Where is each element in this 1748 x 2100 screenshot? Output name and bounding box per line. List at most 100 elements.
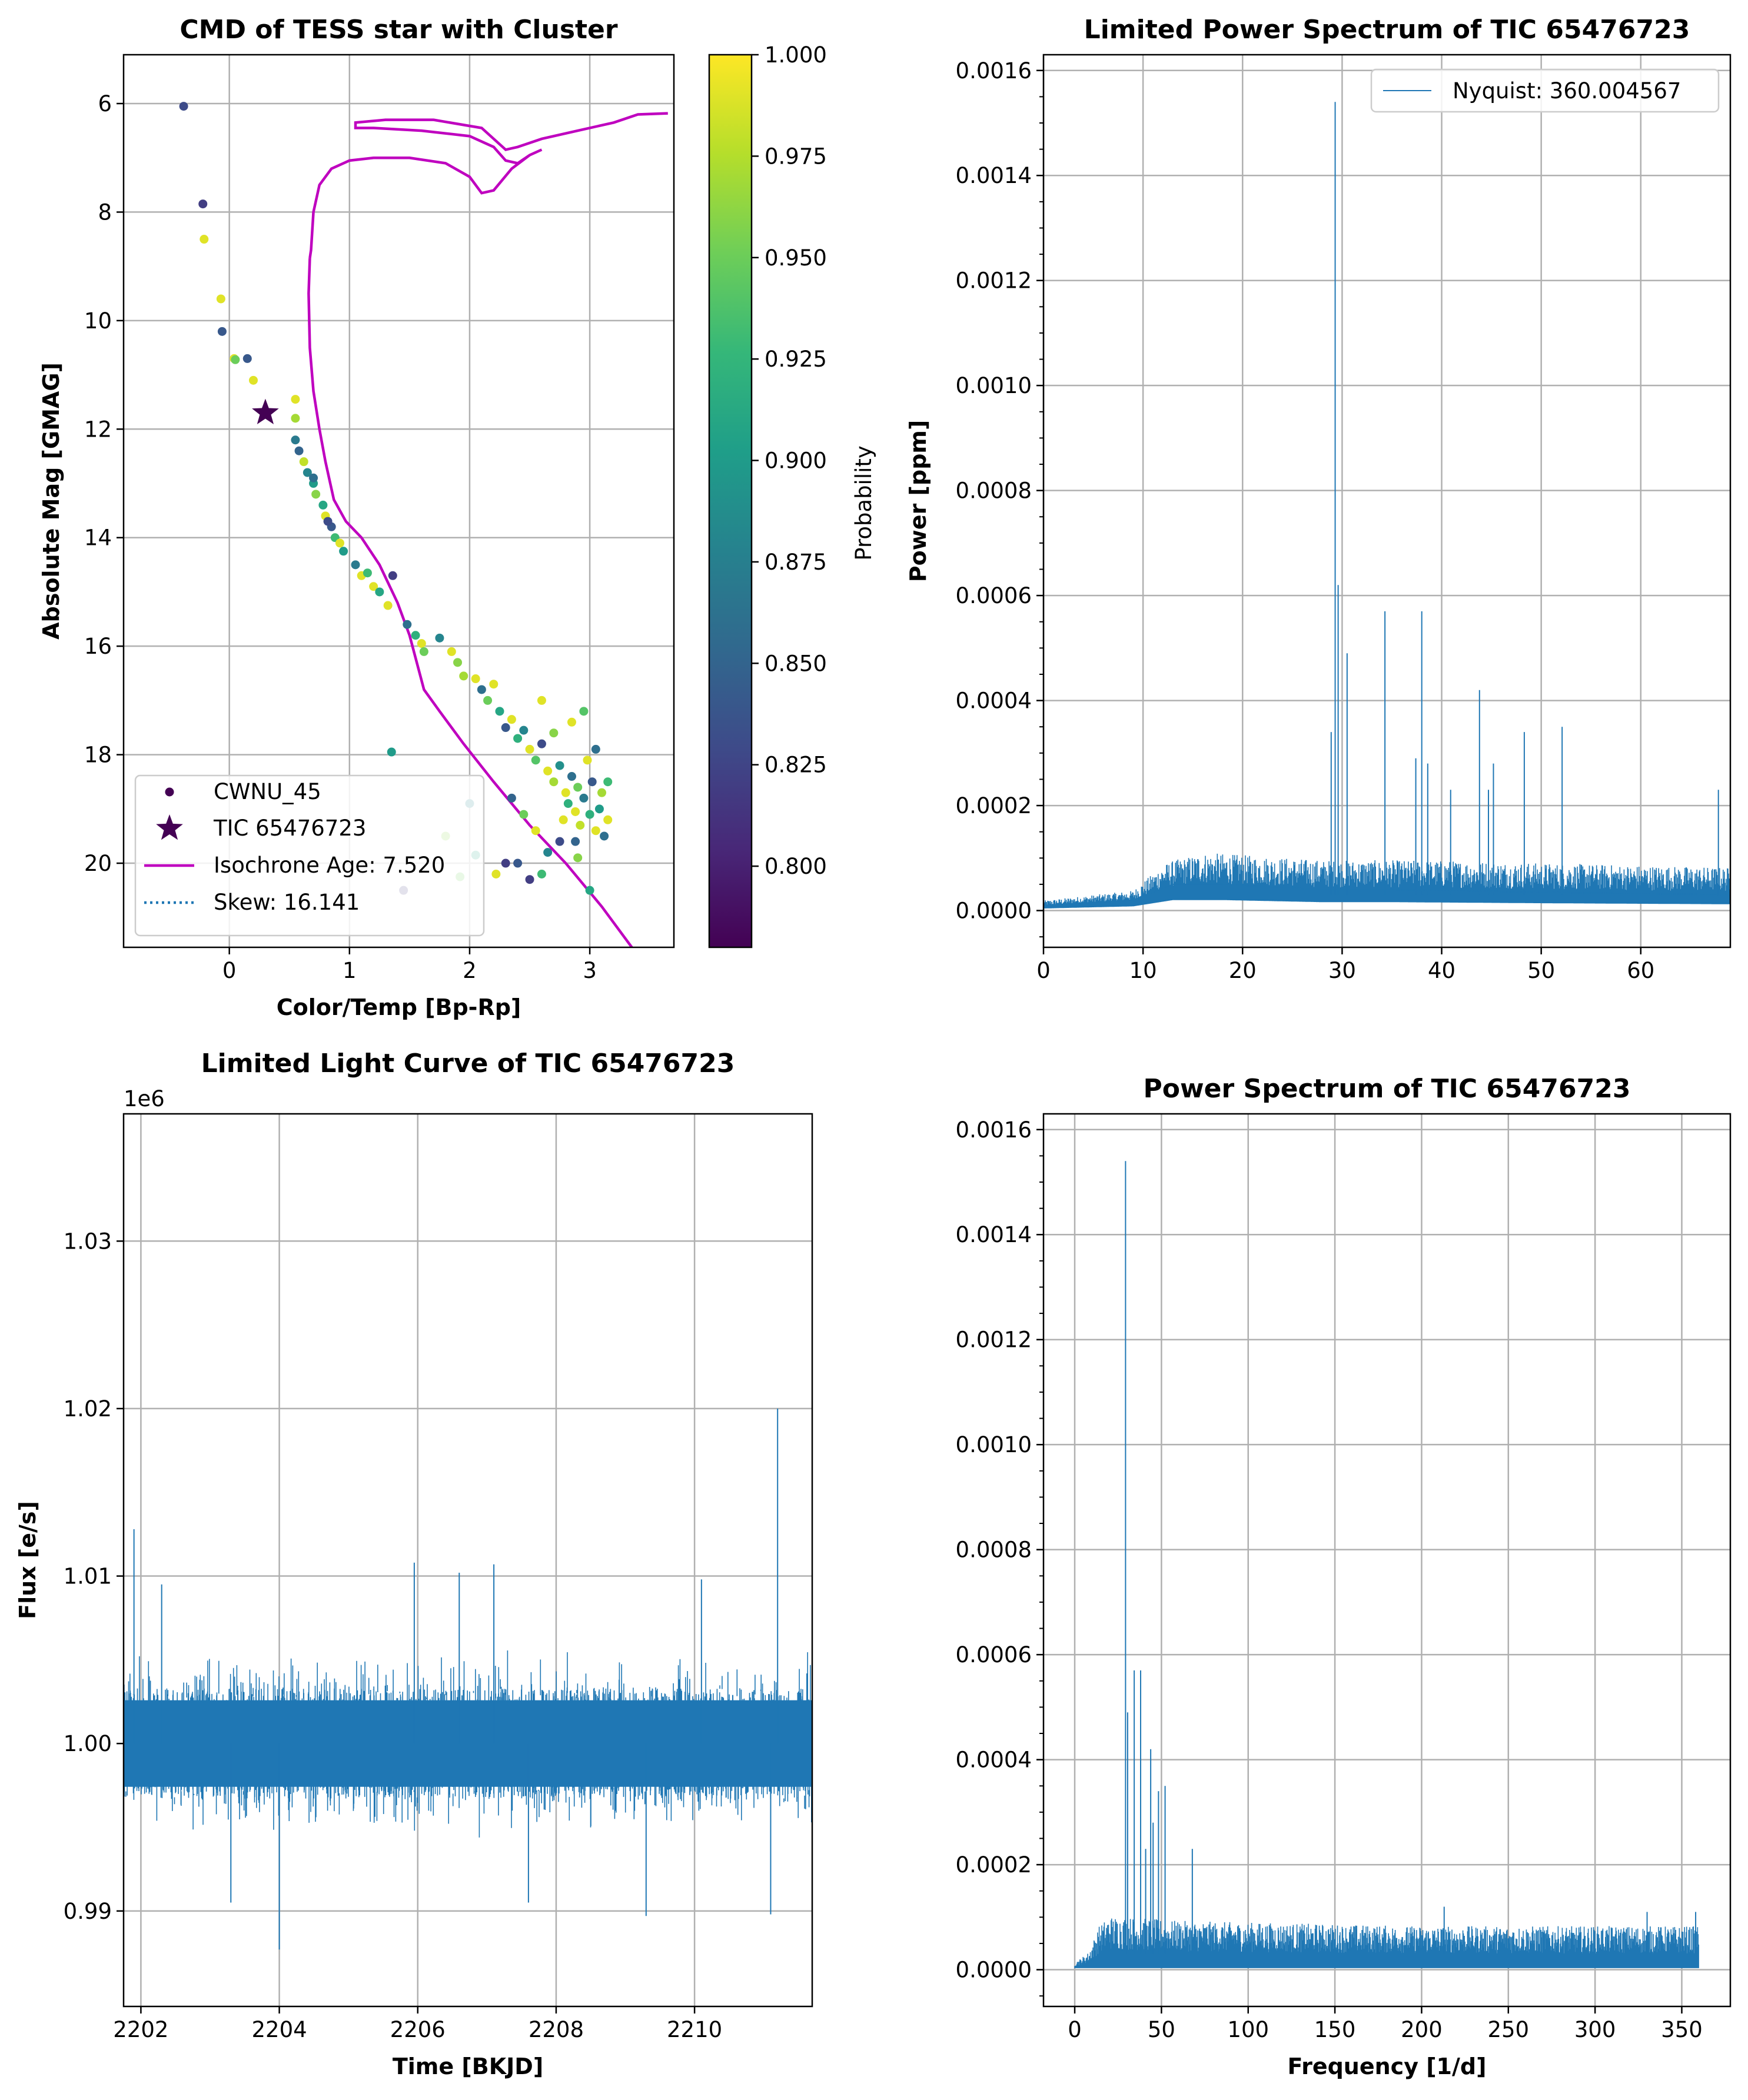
y-tick-label: 0.0010	[956, 373, 1032, 398]
legend-entry-label: Isochrone Age: 7.520	[214, 853, 445, 878]
x-tick-label: 150	[1314, 2017, 1356, 2042]
x-tick-label: 30	[1328, 958, 1356, 983]
cluster-member-point	[591, 744, 600, 754]
y-tick-label: 0.0014	[956, 1222, 1032, 1247]
isochrone-upper-line	[308, 112, 668, 259]
colorbar-tick-label: 0.850	[765, 651, 827, 676]
cluster-member-point	[519, 725, 529, 735]
y-tick-label: 20	[84, 851, 112, 876]
cluster-member-point	[335, 538, 344, 548]
colorbar-tick-label: 0.825	[765, 753, 827, 778]
x-tick-label: 350	[1661, 2017, 1703, 2042]
cluster-member-point	[459, 671, 468, 681]
x-tick-label: 0	[222, 958, 237, 983]
cluster-member-point	[543, 848, 553, 857]
legend-star-marker	[156, 814, 183, 840]
cluster-member-point	[537, 870, 546, 879]
cluster-member-point	[477, 685, 486, 694]
x-tick-label: 3	[583, 958, 597, 983]
cluster-member-point	[573, 783, 583, 792]
cluster-member-point	[525, 744, 534, 754]
full-spectrum-frame	[1042, 1113, 1732, 2008]
cluster-member-point	[591, 826, 600, 836]
full-spectrum-x-axis-label: Frequency [1/d]	[1288, 2054, 1487, 2079]
cluster-member-point	[453, 658, 463, 667]
cluster-member-point	[491, 870, 501, 879]
legend-entry-label: TIC 65476723	[213, 816, 366, 841]
cluster-member-point	[411, 631, 420, 640]
cluster-member-point	[559, 815, 568, 824]
lightcurve-offset-text: 1e6	[124, 1086, 165, 1111]
full-spectrum-noise-trace	[1074, 1918, 1699, 1968]
cluster-member-point	[495, 707, 504, 716]
cluster-member-point	[248, 375, 258, 385]
legend-entry-label: Nyquist: 360.004567	[1453, 78, 1681, 104]
cluster-member-point	[231, 355, 240, 364]
y-tick-label: 1.01	[64, 1564, 112, 1589]
x-tick-label: 2204	[251, 2017, 307, 2042]
y-tick-label: 0.0016	[956, 58, 1032, 84]
cluster-member-point	[179, 102, 188, 111]
cluster-member-point	[242, 354, 252, 363]
y-tick-label: 0.0008	[956, 1537, 1032, 1563]
cmd-legend: CWNU_45 TIC 65476723 Isochrone Age: 7.520 S…	[134, 774, 485, 937]
lightcurve-axes: 2202 2204 2206 2208 2210 0.99 1.00 1.01 1.02 1.03	[64, 1114, 812, 2042]
cluster-member-point	[419, 647, 428, 656]
cluster-member-point	[291, 414, 300, 423]
x-tick-label: 10	[1129, 958, 1157, 983]
y-tick-label: 0.0006	[956, 1642, 1032, 1668]
x-tick-label: 20	[1229, 958, 1257, 983]
cmd-title: CMD of TESS star with Cluster	[180, 15, 617, 45]
limited-spectrum-y-axis-label: Power [ppm]	[905, 420, 931, 583]
target-star-marker	[252, 398, 279, 425]
x-tick-label: 0	[1036, 958, 1051, 983]
cluster-member-point	[563, 799, 573, 808]
cluster-member-point	[549, 777, 559, 787]
colorbar-tick-label: 0.975	[765, 144, 827, 169]
y-tick-label: 12	[84, 417, 112, 442]
y-tick-label: 0.0008	[956, 478, 1032, 504]
legend-entry-label: CWNU_45	[214, 779, 321, 804]
cluster-member-point	[417, 639, 426, 648]
cluster-member-point	[447, 647, 456, 656]
cluster-member-point	[294, 446, 304, 455]
x-tick-label: 0	[1068, 2017, 1082, 2042]
cluster-member-point	[501, 858, 510, 868]
y-tick-label: 1.00	[64, 1731, 112, 1756]
cmd-y-axis-label: Absolute Mag [GMAG]	[38, 362, 64, 640]
cluster-member-point	[375, 587, 384, 597]
y-tick-label: 10	[84, 308, 112, 334]
x-tick-label: 50	[1527, 958, 1555, 983]
x-tick-label: 300	[1574, 2017, 1616, 2042]
cluster-member-point	[519, 810, 529, 819]
y-tick-label: 8	[98, 199, 112, 225]
legend-box	[134, 774, 485, 937]
cluster-member-point	[318, 500, 328, 510]
cluster-member-point	[525, 875, 534, 884]
y-tick-label: 0.0002	[956, 793, 1032, 818]
y-tick-label: 0.0010	[956, 1432, 1032, 1457]
cluster-member-point	[435, 633, 444, 643]
full-spectrum-plot-area	[1074, 1161, 1699, 1968]
cluster-member-point	[579, 707, 589, 716]
cluster-member-point	[217, 327, 227, 336]
cluster-member-point	[339, 547, 348, 556]
cluster-member-point	[571, 807, 580, 816]
legend-box	[1370, 68, 1720, 113]
cluster-member-point	[403, 620, 412, 629]
x-tick-label: 200	[1401, 2017, 1443, 2042]
cluster-member-point	[501, 723, 510, 733]
x-tick-label: 2	[463, 958, 477, 983]
y-tick-label: 0.0012	[956, 1327, 1032, 1353]
cluster-member-point	[513, 734, 523, 743]
cluster-member-point	[585, 886, 594, 895]
cluster-member-point	[537, 739, 546, 748]
limited-spectrum-plot-area	[1044, 102, 1730, 908]
y-tick-label: 0.0014	[956, 163, 1032, 188]
cluster-member-point	[291, 435, 300, 445]
limited-spectrum-axes: 0 10 20 30 40 50 60 0.0000 0.0002 0.0004 0.0006 0.0…	[956, 55, 1730, 983]
cmd-x-axis-label: Color/Temp [Bp-Rp]	[277, 994, 521, 1020]
cluster-member-point	[571, 837, 580, 846]
cluster-member-point	[299, 457, 308, 467]
cluster-member-point	[549, 728, 559, 738]
